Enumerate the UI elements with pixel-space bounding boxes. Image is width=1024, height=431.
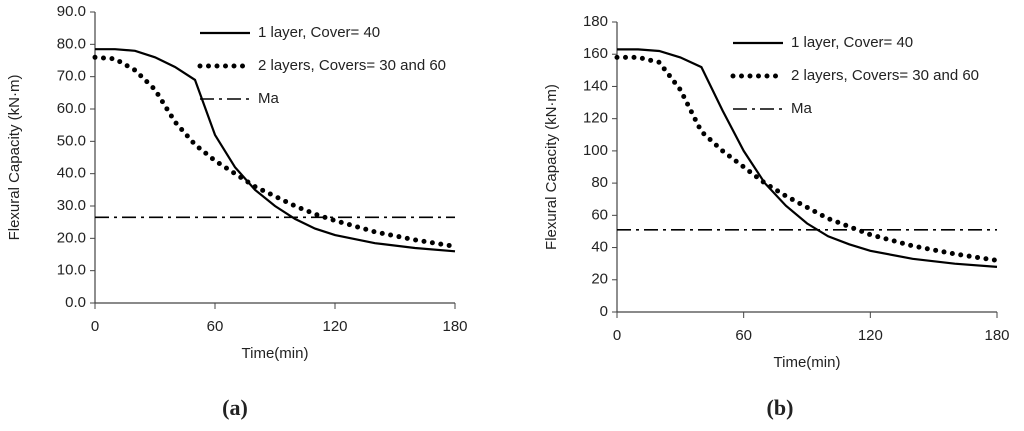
series-line — [614, 54, 1000, 263]
y-tick-label: 120 — [583, 110, 608, 127]
x-tick-label: 120 — [322, 318, 347, 335]
x-tick-label: 180 — [442, 318, 467, 335]
y-tick-label: 0.0 — [65, 294, 86, 311]
y-tick-label: 90.0 — [57, 3, 86, 20]
legend-label: 2 layers, Covers= 30 and 60 — [258, 57, 446, 74]
y-tick-label: 40.0 — [57, 165, 86, 182]
y-tick-label: 40 — [591, 239, 608, 256]
y-tick-label: 180 — [583, 13, 608, 30]
y-tick-label: 70.0 — [57, 68, 86, 85]
legend-label: Ma — [258, 90, 279, 107]
y-tick-label: 160 — [583, 45, 608, 62]
caption: (b) — [767, 395, 794, 420]
legend-label: 2 layers, Covers= 30 and 60 — [791, 67, 979, 84]
series-line — [617, 48, 998, 268]
y-tick-label: 60.0 — [57, 100, 86, 117]
y-axis-label: Flexural Capacity (kN·m) — [6, 75, 23, 241]
x-axis-label: Time(min) — [242, 345, 309, 362]
y-tick-label: 30.0 — [57, 197, 86, 214]
y-tick-label: 80.0 — [57, 35, 86, 52]
x-tick-label: 60 — [735, 327, 752, 344]
x-axis-label: Time(min) — [774, 354, 841, 371]
x-tick-label: 120 — [858, 327, 883, 344]
legend-label: Ma — [791, 100, 812, 117]
y-tick-label: 0 — [600, 303, 608, 320]
y-axis-label: Flexural Capacity (kN·m) — [543, 84, 560, 250]
x-tick-label: 0 — [91, 318, 99, 335]
x-tick-label: 0 — [613, 327, 621, 344]
y-tick-label: 20 — [591, 271, 608, 288]
legend-label: 1 layer, Cover= 40 — [791, 34, 913, 51]
series-line — [95, 48, 456, 253]
caption: (a) — [222, 395, 248, 420]
y-tick-label: 100 — [583, 142, 608, 159]
y-tick-label: 20.0 — [57, 229, 86, 246]
y-tick-label: 60 — [591, 206, 608, 223]
x-tick-label: 60 — [207, 318, 224, 335]
y-tick-label: 140 — [583, 77, 608, 94]
y-tick-label: 10.0 — [57, 262, 86, 279]
y-tick-label: 80 — [591, 174, 608, 191]
legend-label: 1 layer, Cover= 40 — [258, 24, 380, 41]
x-tick-label: 180 — [984, 327, 1009, 344]
y-tick-label: 50.0 — [57, 132, 86, 149]
